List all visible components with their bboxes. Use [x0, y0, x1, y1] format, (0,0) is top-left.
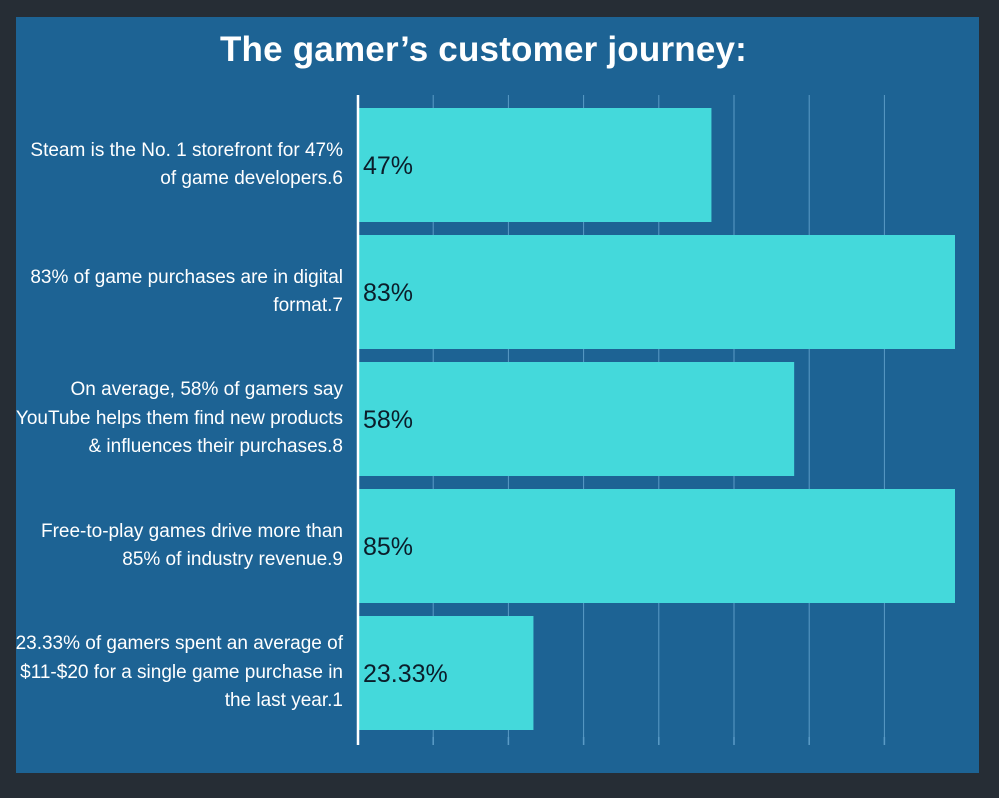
bar-4 [358, 489, 955, 603]
data-label-3: 58% [363, 406, 413, 434]
data-label-4: 85% [363, 533, 413, 561]
category-label-1: Steam is the No. 1 storefront for 47% of… [30, 139, 343, 190]
bar-1 [358, 108, 712, 222]
category-label-3: On average, 58% of gamers say YouTube he… [15, 379, 343, 457]
bar-3 [358, 362, 795, 476]
bar-5 [358, 616, 534, 730]
bar-2 [358, 235, 955, 349]
data-label-2: 83% [363, 279, 413, 307]
chart-title: The gamer’s customer journey: [219, 30, 748, 69]
category-label-2: 83% of game purchases are in digital for… [30, 266, 343, 317]
data-label-1: 47% [363, 152, 413, 180]
category-label-5: 23.33% of gamers spent an average of $11… [15, 633, 343, 711]
category-label-4: Free-to-play games drive more than 85% o… [40, 520, 343, 571]
data-label-5: 23.33% [363, 660, 448, 688]
